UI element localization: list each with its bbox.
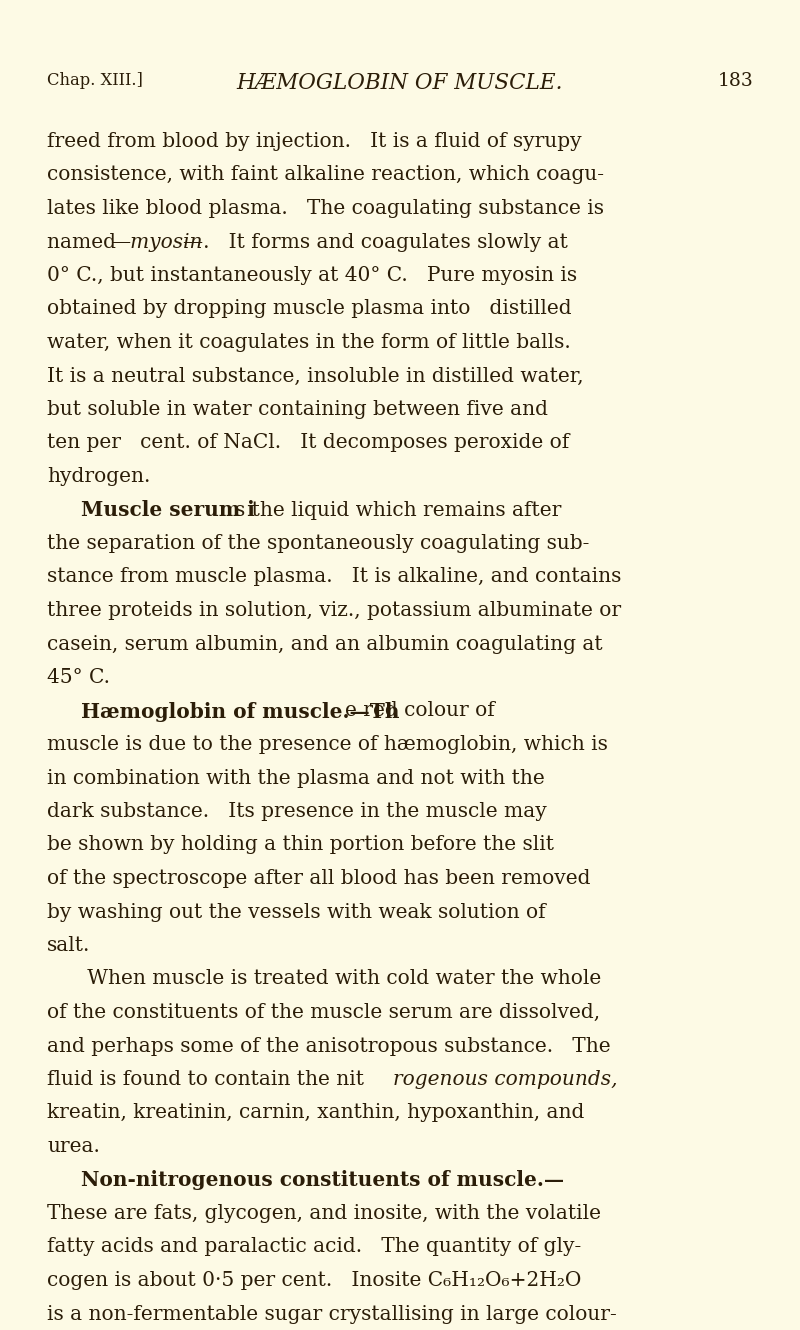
- Text: consistence, with faint alkaline reaction, which coagu-: consistence, with faint alkaline reactio…: [47, 165, 604, 185]
- Text: It is a neutral substance, insoluble in distilled water,: It is a neutral substance, insoluble in …: [47, 367, 584, 386]
- Text: —myosin: —myosin: [110, 233, 202, 251]
- Text: named: named: [47, 233, 122, 251]
- Text: rogenous compounds,: rogenous compounds,: [393, 1071, 617, 1089]
- Text: HÆMOGLOBIN OF MUSCLE.: HÆMOGLOBIN OF MUSCLE.: [237, 72, 563, 94]
- Text: 0° C., but instantaneously at 40° C.   Pure myosin is: 0° C., but instantaneously at 40° C. Pur…: [47, 266, 577, 285]
- Text: —.   It forms and coagulates slowly at: —. It forms and coagulates slowly at: [183, 233, 568, 251]
- Text: in combination with the plasma and not with the: in combination with the plasma and not w…: [47, 769, 545, 787]
- Text: lates like blood plasma.   The coagulating substance is: lates like blood plasma. The coagulating…: [47, 200, 604, 218]
- Text: fatty acids and paralactic acid.   The quantity of gly-: fatty acids and paralactic acid. The qua…: [47, 1237, 582, 1257]
- Text: salt.: salt.: [47, 936, 90, 955]
- Text: Non-nitrogenous constituents of muscle.—: Non-nitrogenous constituents of muscle.—: [82, 1170, 564, 1190]
- Text: dark substance.   Its presence in the muscle may: dark substance. Its presence in the musc…: [47, 802, 546, 821]
- Text: muscle is due to the presence of hæmoglobin, which is: muscle is due to the presence of hæmoglo…: [47, 735, 608, 754]
- Text: s the liquid which remains after: s the liquid which remains after: [235, 500, 562, 520]
- Text: is a non-fermentable sugar crystallising in large colour-: is a non-fermentable sugar crystallising…: [47, 1305, 617, 1323]
- Text: of the constituents of the muscle serum are dissolved,: of the constituents of the muscle serum …: [47, 1003, 600, 1021]
- Text: urea.: urea.: [47, 1137, 100, 1156]
- Text: casein, serum albumin, and an albumin coagulating at: casein, serum albumin, and an albumin co…: [47, 634, 602, 653]
- Text: of the spectroscope after all blood has been removed: of the spectroscope after all blood has …: [47, 868, 590, 888]
- Text: ten per  cent. of NaCl.   It decomposes peroxide of: ten per cent. of NaCl. It decomposes per…: [47, 434, 570, 452]
- Text: 183: 183: [718, 72, 753, 90]
- Text: stance from muscle plasma.   It is alkaline, and contains: stance from muscle plasma. It is alkalin…: [47, 568, 622, 587]
- Text: fluid is found to contain the nit: fluid is found to contain the nit: [47, 1071, 364, 1089]
- Text: hydrogen.: hydrogen.: [47, 467, 150, 485]
- Text: water, when it coagulates in the form of little balls.: water, when it coagulates in the form of…: [47, 332, 570, 352]
- Text: Muscle serum i: Muscle serum i: [82, 500, 255, 520]
- Text: 45° C.: 45° C.: [47, 668, 110, 688]
- Text: Hæmoglobin of muscle.—Th: Hæmoglobin of muscle.—Th: [82, 701, 400, 721]
- Text: e red colour of: e red colour of: [345, 701, 495, 721]
- Text: cogen is about 0·5 per cent.   Inosite C₆H₁₂O₆+2H₂O: cogen is about 0·5 per cent. Inosite C₆H…: [47, 1271, 582, 1290]
- Text: by washing out the vessels with weak solution of: by washing out the vessels with weak sol…: [47, 903, 546, 922]
- Text: three proteids in solution, viz., potassium albuminate or: three proteids in solution, viz., potass…: [47, 601, 621, 620]
- Text: but soluble in water containing between five and: but soluble in water containing between …: [47, 400, 548, 419]
- Text: When muscle is treated with cold water the whole: When muscle is treated with cold water t…: [47, 970, 602, 988]
- Text: obtained by dropping muscle plasma into   distilled: obtained by dropping muscle plasma into …: [47, 299, 572, 318]
- Text: the separation of the spontaneously coagulating sub-: the separation of the spontaneously coag…: [47, 535, 590, 553]
- Text: kreatin, kreatinin, carnin, xanthin, hypoxanthin, and: kreatin, kreatinin, carnin, xanthin, hyp…: [47, 1104, 584, 1123]
- Text: These are fats, glycogen, and inosite, with the volatile: These are fats, glycogen, and inosite, w…: [47, 1204, 601, 1224]
- Text: be shown by holding a thin portion before the slit: be shown by holding a thin portion befor…: [47, 835, 554, 854]
- Text: and perhaps some of the anisotropous substance.   The: and perhaps some of the anisotropous sub…: [47, 1036, 610, 1056]
- Text: Chap. XIII.]: Chap. XIII.]: [47, 72, 143, 89]
- Text: freed from blood by injection.   It is a fluid of syrupy: freed from blood by injection. It is a f…: [47, 132, 582, 152]
